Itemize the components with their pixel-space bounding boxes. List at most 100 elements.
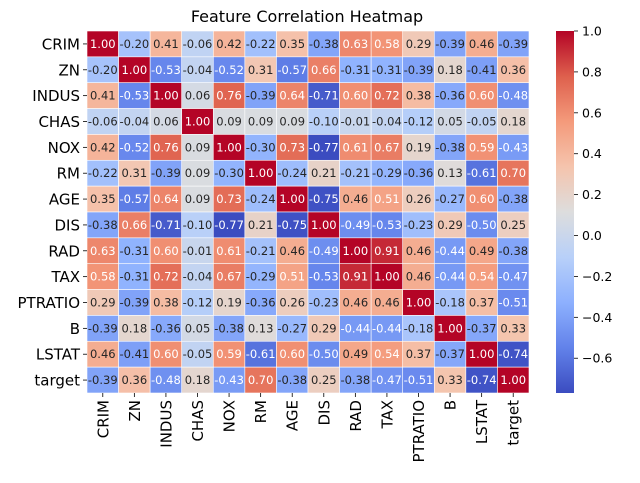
cell-value-label: -0.43 — [214, 373, 244, 387]
heatmap-cell — [86, 185, 119, 213]
cell-value-label: -0.48 — [151, 373, 181, 387]
cell-value-label: 0.54 — [374, 347, 400, 361]
heatmap-cell — [244, 159, 277, 187]
cell-value-label: 0.19 — [216, 296, 242, 310]
cell-value-label: -0.27 — [277, 321, 307, 335]
cell-value-label: -0.24 — [246, 192, 276, 206]
cell-value-label: 0.60 — [469, 192, 495, 206]
cell-value-label: 0.19 — [406, 140, 432, 154]
cell-value-label: -0.57 — [119, 192, 149, 206]
cell-value-label: 0.66 — [311, 63, 337, 77]
cell-value-label: 0.05 — [185, 321, 211, 335]
cell-value-label: 0.67 — [374, 140, 400, 154]
cell-value-label: -0.38 — [214, 321, 244, 335]
heatmap-cell — [402, 366, 435, 394]
y-tick-label: CRIM — [42, 35, 80, 53]
cell-value-label: 0.29 — [437, 218, 463, 232]
heatmap-cell — [433, 237, 467, 265]
heatmap-cell — [307, 289, 340, 316]
heatmap-cell — [339, 237, 372, 265]
heatmap-cell — [118, 56, 151, 84]
cell-value-label: 0.09 — [185, 166, 211, 180]
cell-value-label: 1.00 — [248, 166, 274, 180]
cell-value-label: 0.58 — [90, 270, 116, 284]
heatmap-cell — [402, 237, 435, 265]
colorbar-tick-label: 0.8 — [582, 64, 602, 79]
cell-value-label: 0.42 — [90, 140, 116, 154]
x-tick-labels: CRIM ZN INDUS CHAS NOX RM AGE DIS RAD TAX PTRATIO B… — [94, 393, 523, 463]
heatmap-cell — [149, 237, 183, 265]
cell-value-label: 0.18 — [122, 321, 148, 335]
cell-value-label: 0.46 — [374, 296, 400, 310]
heatmap-cell — [339, 315, 372, 342]
cell-value-label: 0.38 — [153, 296, 179, 310]
heatmap-cell — [276, 366, 309, 394]
x-tick-label: RAD — [347, 400, 365, 432]
cell-value-label: 0.63 — [343, 37, 369, 51]
heatmap-cell — [433, 30, 467, 58]
heatmap-cell — [244, 211, 277, 239]
heatmap-cell — [118, 30, 151, 58]
heatmap-cell — [497, 30, 530, 58]
cell-value-label: 0.09 — [185, 140, 211, 154]
heatmap-cell — [339, 211, 372, 239]
y-tick-label: AGE — [49, 191, 80, 209]
heatmap-cell — [149, 185, 183, 213]
cell-value-label: 0.46 — [90, 347, 116, 361]
heatmap-cell — [433, 263, 467, 290]
heatmap-cells: 1.00 -0.20 0.41 -0.06 0.42 -0.22 0.35 -0.38 0.63… — [86, 30, 530, 394]
heatmap-cell — [181, 237, 214, 265]
cell-value-label: -0.71 — [151, 218, 181, 232]
heatmap-cell — [497, 159, 530, 187]
cell-value-label: 0.21 — [311, 166, 337, 180]
heatmap-cell — [497, 263, 530, 290]
cell-value-label: 0.29 — [311, 321, 337, 335]
cell-value-label: 0.73 — [279, 140, 305, 154]
cell-value-label: 0.64 — [279, 89, 305, 103]
heatmap-cell — [86, 211, 119, 239]
heatmap-cell — [339, 108, 372, 135]
y-tick-label: target — [34, 372, 80, 390]
cell-value-label: -0.47 — [498, 270, 528, 284]
heatmap-cell — [212, 289, 246, 316]
cell-value-label: -0.50 — [467, 218, 497, 232]
heatmap-cell — [402, 159, 435, 187]
cell-value-label: -0.36 — [404, 166, 434, 180]
heatmap-cell — [433, 366, 467, 394]
heatmap-cell — [497, 211, 530, 239]
heatmap-cell — [307, 315, 340, 342]
heatmap-cell — [212, 211, 246, 239]
cell-value-label: 0.66 — [122, 218, 148, 232]
heatmap-cell — [149, 289, 183, 316]
cell-value-label: -0.29 — [372, 166, 402, 180]
heatmap-cell — [181, 108, 214, 135]
heatmap-cell — [244, 366, 277, 394]
cell-value-label: 0.06 — [185, 89, 211, 103]
cell-value-label: 0.46 — [406, 244, 432, 258]
heatmap-cell — [212, 159, 246, 187]
cell-value-label: -0.12 — [183, 296, 213, 310]
cell-value-label: -0.38 — [340, 373, 370, 387]
cell-value-label: -0.71 — [309, 89, 339, 103]
heatmap-cell — [86, 315, 119, 342]
x-tick-label: ZN — [126, 400, 144, 422]
cell-value-label: -0.53 — [119, 89, 149, 103]
cell-value-label: 0.29 — [406, 37, 432, 51]
heatmap-cell — [118, 289, 151, 316]
heatmap-cell — [465, 108, 498, 135]
cell-value-label: 0.25 — [311, 373, 337, 387]
y-tick-label: CHAS — [38, 113, 80, 131]
heatmap-cell — [497, 340, 530, 368]
cell-value-label: 0.61 — [216, 244, 242, 258]
cell-value-label: 0.60 — [153, 347, 179, 361]
heatmap-cell — [307, 340, 340, 368]
heatmap-cell — [433, 108, 467, 135]
cell-value-label: -0.10 — [183, 218, 213, 232]
cell-value-label: 0.29 — [90, 296, 116, 310]
cell-value-label: 0.76 — [153, 140, 179, 154]
cell-value-label: -0.04 — [119, 115, 149, 129]
cell-value-label: 0.60 — [153, 244, 179, 258]
cell-value-label: -0.43 — [498, 140, 528, 154]
heatmap-cell — [497, 56, 530, 84]
heatmap-cell — [212, 134, 246, 161]
